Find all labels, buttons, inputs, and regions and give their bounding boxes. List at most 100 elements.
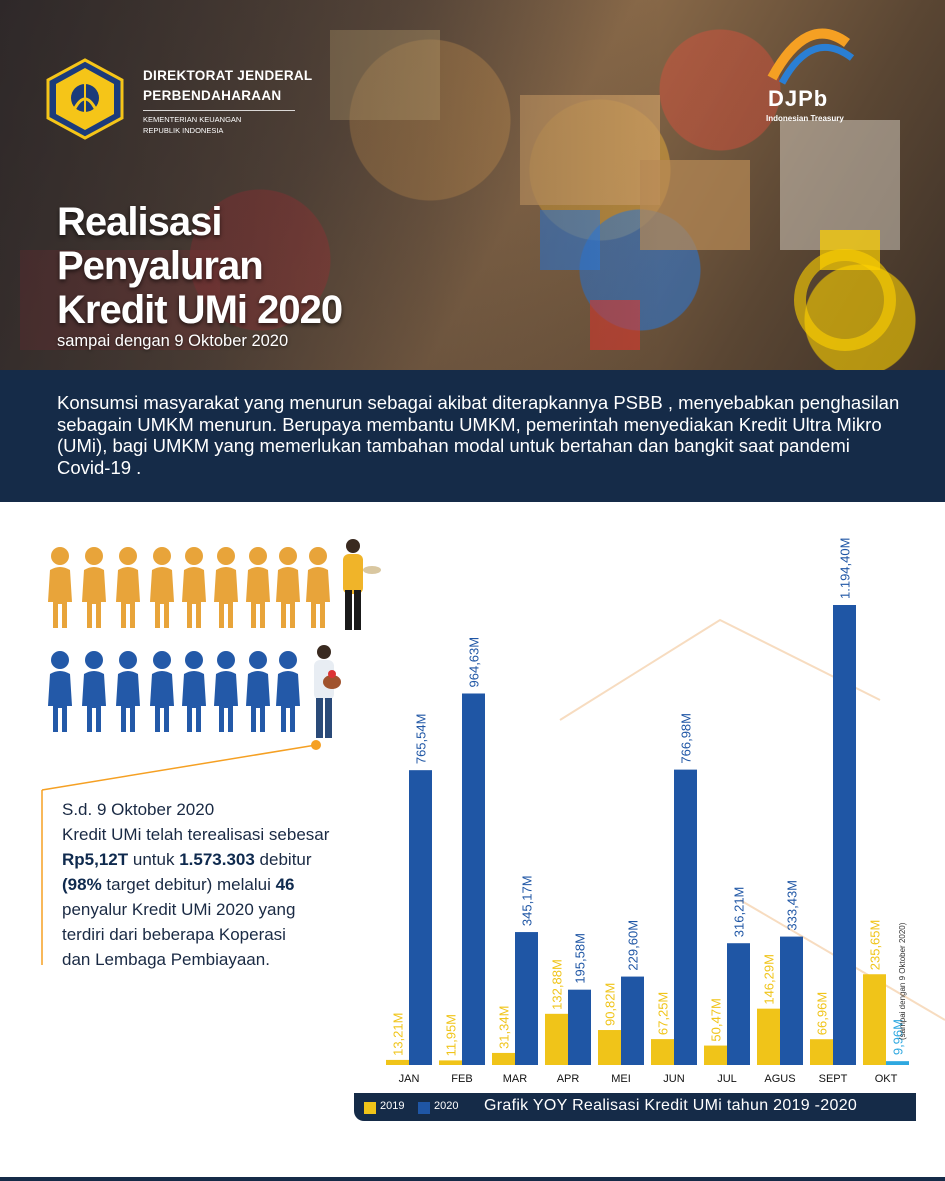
category-label-sept: SEPT <box>819 1073 848 1085</box>
bar-2019-feb <box>439 1060 462 1065</box>
chart-legend: 2019 2020 Grafik YOY Realisasi Kredit UM… <box>354 1093 916 1121</box>
summary-debitur-count: 1.573.303 <box>179 850 255 869</box>
category-label-jun: JUN <box>663 1073 684 1085</box>
bar-2020-sept <box>833 605 856 1065</box>
label-2020-agus: 333,43M <box>785 880 800 931</box>
legend-label-2019: 2019 <box>380 1100 405 1112</box>
label-2020-jan: 765,54M <box>414 714 429 765</box>
org-sub1: KEMENTERIAN KEUANGAN <box>143 115 242 124</box>
bar-2020-jun <box>674 769 697 1065</box>
label-2020-jun: 766,98M <box>679 713 694 764</box>
bar-2019-jun <box>651 1039 674 1065</box>
label-2020-jul: 316,21M <box>732 887 747 938</box>
label-2019-feb: 11,95M <box>444 1014 459 1056</box>
category-label-agus: AGUS <box>764 1073 795 1085</box>
label-2020-feb: 964,63M <box>467 637 482 688</box>
org-line2: PERBENDAHARAAN <box>143 88 282 103</box>
djpb-subtitle: Indonesian Treasury <box>766 114 844 123</box>
bottom-rule <box>0 1177 945 1181</box>
bar-2020-jan <box>409 770 432 1065</box>
summary-line5: penyalur Kredit UMi 2020 yang <box>62 900 296 919</box>
summary-line7: dan Lembaga Pembiayaan. <box>62 950 270 969</box>
org-divider <box>143 110 295 111</box>
summary-mid3: melalui <box>212 875 276 894</box>
label-2019-jan: 13,21M <box>391 1013 406 1056</box>
org-sub2: REPUBLIK INDONESIA <box>143 126 224 135</box>
title-line3: Kredit UMi 2020 <box>57 288 343 332</box>
bar-2020-mar <box>515 932 538 1065</box>
summary-text: S.d. 9 Oktober 2020 Kredit UMi telah ter… <box>62 797 362 972</box>
bar-2020-agus <box>780 936 803 1065</box>
summary-amount: Rp5,12T <box>62 850 129 869</box>
summary-line6: terdiri dari beberapa Koperasi <box>62 925 286 944</box>
bar-2019-agus <box>757 1008 780 1065</box>
category-label-jan: JAN <box>399 1073 420 1085</box>
summary-pct: 98% <box>67 875 102 894</box>
summary-mid1: untuk <box>128 850 180 869</box>
label-2020-sept: 1.194,40M <box>838 538 853 599</box>
category-label-okt: OKT <box>875 1073 898 1085</box>
people-pictogram <box>48 539 381 738</box>
bar-2019-mei <box>598 1030 621 1065</box>
bar-2020-jul <box>727 943 750 1065</box>
bar-2019-sept <box>810 1039 833 1065</box>
label-2019-sept: 66,96M <box>815 992 830 1035</box>
bar-2019-okt <box>863 974 886 1065</box>
org-line1: DIREKTORAT JENDERAL <box>143 68 313 83</box>
label-2019-agus: 146,29M <box>762 954 777 1005</box>
seller-man-icon <box>314 645 341 738</box>
legend-label-2020: 2020 <box>434 1100 459 1112</box>
category-label-feb: FEB <box>451 1073 472 1085</box>
summary-pct-open: ( <box>62 875 68 894</box>
page-subtitle: sampai dengan 9 Oktober 2020 <box>57 332 289 350</box>
category-label-apr: APR <box>557 1073 580 1085</box>
djpb-logo-text: DJPb <box>768 86 829 111</box>
label-2019-apr: 132,88M <box>550 959 565 1010</box>
label-2019-jul: 50,47M <box>709 998 724 1041</box>
chart-title: Grafik YOY Realisasi Kredit UMi tahun 20… <box>484 1097 858 1114</box>
label-2019-okt: 235,65M <box>868 920 883 971</box>
intro-banner: Konsumsi masyarakat yang menurun sebagai… <box>0 370 945 502</box>
label-2019-mei: 90,82M <box>603 983 618 1026</box>
title-line2: Penyaluran <box>57 244 264 288</box>
summary-line3: Rp5,12T untuk 1.573.303 debitur <box>62 847 362 872</box>
bar-2020-mei <box>621 976 644 1065</box>
title-line1: Realisasi <box>57 200 222 244</box>
org-title: DIREKTORAT JENDERAL PERBENDAHARAAN <box>143 66 312 106</box>
decor-line <box>559 618 881 721</box>
label-2019-mar: 31,34M <box>497 1006 512 1049</box>
bar-2020-okt <box>886 1061 909 1065</box>
connector-line <box>41 744 317 791</box>
org-subtitle: KEMENTERIAN KEUANGAN REPUBLIK INDONESIA <box>143 114 241 136</box>
category-label-mar: MAR <box>503 1073 528 1085</box>
legend-swatch-2020 <box>418 1102 430 1114</box>
bar-2019-apr <box>545 1013 568 1065</box>
bar-2019-jul <box>704 1045 727 1065</box>
label-2020-okt: 9,96M <box>891 1019 906 1055</box>
kemenkeu-emblem-icon <box>46 58 124 140</box>
chart-annotation: (sampai dengan 9 Oktober 2020) <box>898 922 907 1040</box>
category-label-mei: MEI <box>611 1073 631 1085</box>
connector-dot <box>311 740 321 750</box>
intro-text: Konsumsi masyarakat yang menurun sebagai… <box>57 392 900 478</box>
seller-woman-icon <box>343 539 381 630</box>
summary-penyalur-count: 46 <box>275 875 295 894</box>
page-title: Realisasi Penyaluran Kredit UMi 2020 <box>57 200 343 332</box>
label-2020-mar: 345,17M <box>520 875 535 926</box>
bar-2019-jan <box>386 1059 409 1065</box>
bar-2020-feb <box>462 693 485 1065</box>
legend-swatch-2019 <box>364 1102 376 1114</box>
label-2019-jun: 67,25M <box>656 992 671 1035</box>
summary-line1: S.d. 9 Oktober 2020 <box>62 800 215 819</box>
label-2020-apr: 195,58M <box>573 933 588 984</box>
category-label-jul: JUL <box>717 1073 737 1085</box>
summary-line2: Kredit UMi telah terealisasi sebesar <box>62 825 330 844</box>
bar-2020-apr <box>568 989 591 1065</box>
bar-2019-mar <box>492 1052 515 1065</box>
summary-line4: (98% target debitur) melalui 46 <box>62 872 362 897</box>
summary-mid2: debitur <box>254 850 312 869</box>
label-2020-mei: 229,60M <box>626 920 641 971</box>
djpb-logo-icon <box>767 28 855 85</box>
summary-pct-rest: target debitur) <box>101 875 213 894</box>
